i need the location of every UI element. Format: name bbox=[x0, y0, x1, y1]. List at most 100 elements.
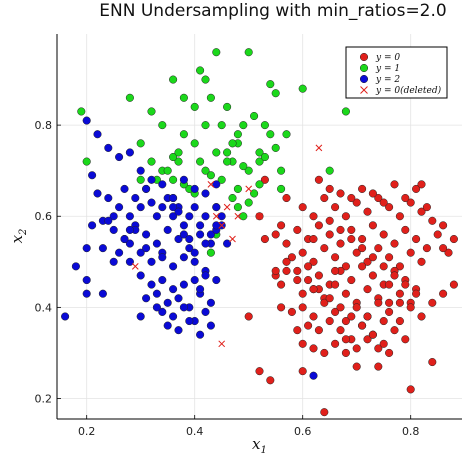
point-class-2-42 bbox=[109, 225, 118, 234]
point-class-2-58 bbox=[179, 253, 188, 262]
point-class-2-69 bbox=[142, 294, 151, 303]
point-class-2-86 bbox=[82, 275, 91, 285]
x-axis-label: x1 bbox=[252, 435, 267, 456]
point-class-2-65 bbox=[169, 285, 178, 294]
point-class-1-59 bbox=[233, 184, 242, 193]
point-class-2-108 bbox=[185, 234, 194, 244]
point-class-0-112 bbox=[368, 189, 377, 198]
point-class-2-54 bbox=[136, 248, 145, 257]
point-class-1-25 bbox=[277, 166, 286, 175]
point-class-0-88 bbox=[439, 289, 448, 298]
x-tick-label-2: 0.6 bbox=[294, 425, 312, 438]
legend-label-deleted: y = 0(deleted) bbox=[375, 85, 442, 96]
point-class-0-126 bbox=[401, 280, 410, 289]
point-class-1-63 bbox=[298, 84, 307, 93]
point-class-0-22 bbox=[314, 221, 323, 230]
legend-label-y1: y = 1 bbox=[375, 64, 400, 74]
point-class-0-141 bbox=[255, 367, 264, 376]
point-class-0-34 bbox=[444, 248, 453, 257]
point-class-0-106 bbox=[374, 344, 383, 353]
point-class-0-7 bbox=[352, 198, 361, 207]
y-tick-labels: 0.2 0.4 0.6 0.8 bbox=[35, 119, 61, 405]
point-class-0-102 bbox=[331, 339, 340, 348]
point-class-1-27 bbox=[136, 175, 145, 184]
point-class-2-81 bbox=[163, 321, 172, 330]
point-class-0-66 bbox=[341, 289, 350, 298]
point-class-0-65 bbox=[331, 280, 340, 289]
point-deleted-9 bbox=[131, 263, 139, 270]
point-class-1-30 bbox=[169, 152, 178, 162]
point-class-0-68 bbox=[363, 285, 372, 294]
point-class-0-123 bbox=[368, 253, 377, 262]
point-class-0-139 bbox=[352, 362, 361, 371]
point-class-0-37 bbox=[309, 257, 318, 266]
point-class-0-136 bbox=[368, 330, 377, 339]
point-class-2-48 bbox=[174, 234, 183, 244]
point-class-2-13 bbox=[142, 184, 151, 193]
point-class-0-105 bbox=[363, 335, 372, 344]
point-class-0-73 bbox=[277, 303, 286, 312]
point-class-1-39 bbox=[266, 130, 275, 139]
point-class-0-159 bbox=[309, 234, 318, 244]
point-class-2-12 bbox=[136, 203, 145, 212]
point-class-0-128 bbox=[282, 257, 291, 266]
point-class-2-49 bbox=[185, 244, 194, 253]
point-class-2-72 bbox=[174, 294, 183, 303]
x-tick-label-0: 0.2 bbox=[78, 425, 96, 438]
point-class-0-56 bbox=[358, 262, 367, 271]
point-class-1-51 bbox=[250, 189, 259, 198]
point-class-0-97 bbox=[390, 326, 399, 335]
y-axis-label-group: x2 bbox=[8, 229, 29, 244]
point-class-0-122 bbox=[358, 244, 367, 253]
point-class-0-90 bbox=[314, 326, 323, 335]
point-class-2-23 bbox=[196, 221, 205, 230]
point-class-0-140 bbox=[406, 385, 415, 394]
point-class-2-10 bbox=[125, 212, 134, 221]
point-class-2-29 bbox=[93, 130, 102, 139]
point-class-0-43 bbox=[374, 244, 383, 253]
point-deleted-1 bbox=[212, 212, 220, 220]
point-class-2-77 bbox=[169, 312, 178, 321]
point-class-0-55 bbox=[347, 275, 356, 285]
point-deleted-7 bbox=[256, 212, 263, 220]
point-class-2-30 bbox=[104, 143, 113, 152]
point-class-2-68 bbox=[201, 271, 210, 280]
point-class-0-13 bbox=[417, 207, 426, 216]
point-class-2-93 bbox=[190, 248, 199, 257]
point-class-0-62 bbox=[298, 289, 307, 298]
point-class-0-138 bbox=[298, 367, 307, 376]
point-class-2-84 bbox=[196, 330, 205, 339]
point-class-1-18 bbox=[239, 121, 248, 130]
point-class-2-98 bbox=[120, 234, 129, 244]
point-class-0-96 bbox=[379, 316, 388, 326]
point-class-0-160 bbox=[417, 180, 426, 189]
point-class-2-55 bbox=[147, 257, 156, 266]
point-class-0-109 bbox=[336, 189, 345, 198]
point-class-1-13 bbox=[212, 48, 221, 57]
point-class-1-26 bbox=[282, 130, 291, 139]
point-class-2-46 bbox=[152, 239, 161, 248]
point-class-1-19 bbox=[244, 48, 253, 57]
point-class-2-20 bbox=[179, 221, 188, 230]
point-class-0-86 bbox=[417, 312, 426, 321]
point-class-1-56 bbox=[201, 166, 210, 175]
point-class-0-42 bbox=[363, 257, 372, 266]
point-class-2-80 bbox=[201, 307, 210, 316]
point-class-2-53 bbox=[125, 257, 134, 266]
point-class-0-146 bbox=[385, 298, 394, 307]
point-class-0-1 bbox=[277, 221, 286, 230]
point-class-2-25 bbox=[206, 230, 215, 239]
point-class-1-9 bbox=[190, 102, 199, 111]
point-class-2-57 bbox=[169, 262, 178, 271]
point-class-2-4 bbox=[93, 189, 102, 198]
point-class-1-17 bbox=[233, 130, 242, 139]
point-class-2-40 bbox=[212, 180, 221, 189]
point-class-0-70 bbox=[385, 280, 394, 289]
point-class-1-69 bbox=[239, 212, 248, 221]
point-class-0-26 bbox=[358, 234, 367, 244]
point-class-0-154 bbox=[271, 266, 280, 275]
point-class-0-100 bbox=[309, 344, 318, 353]
point-class-2-26 bbox=[212, 203, 221, 212]
point-deleted-4 bbox=[229, 235, 236, 243]
